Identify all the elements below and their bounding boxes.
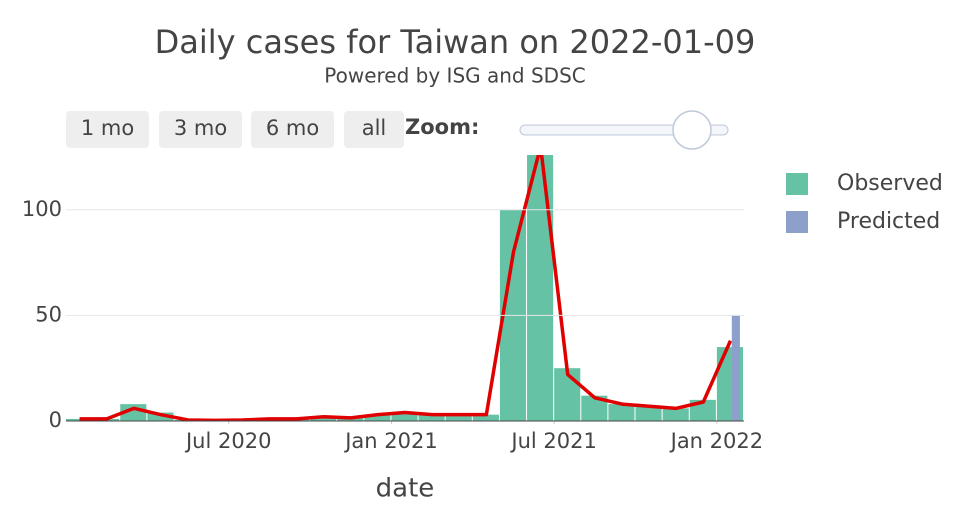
range-button[interactable]: 1 mo xyxy=(66,111,149,148)
button-label[interactable]: 1 mo xyxy=(81,116,134,140)
button-label[interactable]: 3 mo xyxy=(174,116,227,140)
x-axis-title: date xyxy=(376,474,435,504)
bar xyxy=(731,315,740,421)
x-tick-label: Jul 2020 xyxy=(184,429,271,453)
button-bg[interactable] xyxy=(251,111,334,148)
y-tick-label: 100 xyxy=(22,197,62,221)
legend-label: Observed xyxy=(837,171,943,196)
x-tick-label: Jan 2022 xyxy=(669,429,764,453)
bar xyxy=(472,414,499,421)
bar xyxy=(527,155,554,421)
button-bg[interactable] xyxy=(344,111,404,148)
range-button[interactable]: 3 mo xyxy=(159,111,242,148)
zoom-slider[interactable] xyxy=(519,110,729,150)
range-button[interactable]: all xyxy=(344,111,404,148)
bar xyxy=(662,408,689,421)
bar xyxy=(66,418,93,421)
range-button[interactable]: 6 mo xyxy=(251,111,334,148)
legend-swatch xyxy=(786,211,808,233)
button-label[interactable]: 6 mo xyxy=(266,116,319,140)
bar xyxy=(554,368,581,421)
x-tick-label: Jan 2021 xyxy=(343,429,438,453)
bar xyxy=(310,416,337,421)
bar xyxy=(445,414,472,421)
bar xyxy=(364,414,391,421)
button-bg[interactable] xyxy=(66,111,149,148)
bar xyxy=(635,406,662,421)
y-tick-label: 0 xyxy=(49,408,62,432)
bar xyxy=(391,412,418,421)
bar xyxy=(608,404,635,421)
legend-label: Predicted xyxy=(837,209,940,234)
chart-subtitle: Powered by ISG and SDSC xyxy=(324,64,585,88)
y-tick-label: 50 xyxy=(35,302,62,326)
legend-swatch xyxy=(786,173,808,195)
x-tick-label: Jul 2021 xyxy=(509,429,596,453)
chart-title: Daily cases for Taiwan on 2022-01-09 xyxy=(155,23,756,61)
bar xyxy=(147,412,174,421)
button-bg[interactable] xyxy=(159,111,242,148)
button-label[interactable]: all xyxy=(362,116,387,140)
trend-line xyxy=(79,155,733,421)
zoom-label: Zoom: xyxy=(405,115,479,139)
bar xyxy=(418,414,445,421)
